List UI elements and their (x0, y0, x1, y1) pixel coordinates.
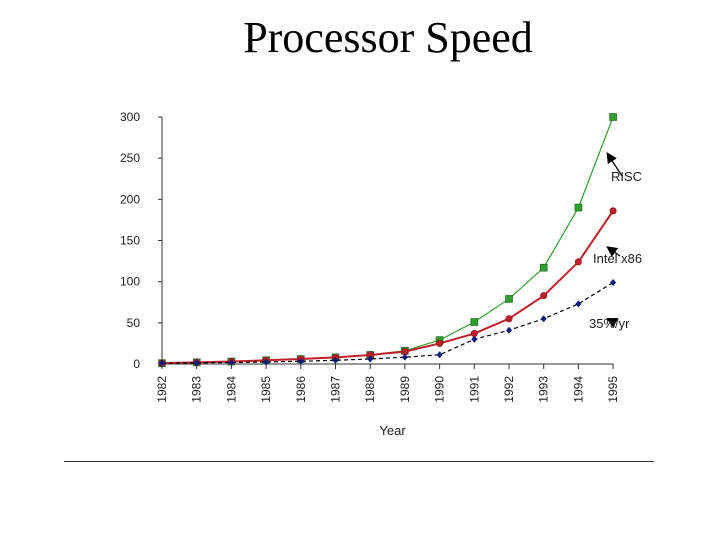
data-point-intel-x86 (609, 207, 617, 215)
data-point-35-yr (297, 357, 304, 365)
x-tick-label: 1982 (155, 376, 169, 403)
data-point-35-yr (228, 359, 235, 367)
data-point-35-yr (610, 278, 617, 286)
x-tick-label: 1989 (398, 376, 412, 403)
x-tick-label: 1991 (467, 376, 481, 403)
data-point-35-yr (332, 356, 339, 364)
data-point-35-yr (436, 351, 443, 359)
annotation-arrow (606, 152, 623, 177)
annotation-layer: RISC Intel x86 35%/yr (589, 152, 642, 331)
annotation-label: RISC (611, 169, 642, 184)
annotation-label: 35%/yr (589, 316, 630, 331)
data-point-35-yr (540, 315, 547, 323)
x-tick-label: 1983 (190, 376, 204, 403)
data-point-risc (574, 203, 583, 212)
data-point-risc (470, 318, 479, 326)
series-line-intel-x86 (161, 210, 614, 365)
data-point-risc (505, 295, 513, 303)
series-layer (158, 113, 617, 367)
data-point-intel-x86 (540, 292, 548, 300)
data-point-35-yr (506, 326, 512, 334)
data-point-35-yr (367, 355, 374, 363)
data-point-35-yr (471, 335, 478, 343)
y-tick-label: 100 (120, 275, 140, 289)
data-point-35-yr (193, 359, 200, 367)
x-tick-label: 1984 (224, 376, 238, 403)
x-tick-label: 1988 (363, 376, 377, 403)
annotation-arrow (606, 246, 621, 257)
x-tick-label: 1993 (537, 376, 551, 403)
page-title: Processor Speed (243, 13, 533, 62)
y-tick-label: 50 (127, 316, 141, 330)
x-tick-label: 1990 (433, 376, 447, 403)
series-line-35-yr (161, 281, 614, 364)
data-point-35-yr (159, 359, 165, 367)
data-point-risc (539, 263, 548, 272)
data-point-intel-x86 (436, 339, 444, 347)
data-point-intel-x86 (470, 330, 478, 338)
x-axis-title: Year (379, 423, 406, 438)
annotation-arrow (606, 317, 619, 328)
data-point-intel-x86 (574, 258, 582, 266)
x-tick-label: 1992 (502, 376, 516, 403)
y-tick-label: 0 (133, 357, 140, 371)
annotation-label: Intel x86 (593, 251, 642, 266)
bottom-divider (64, 461, 654, 462)
x-tick-label: 1985 (259, 376, 273, 403)
y-tick-label: 200 (120, 192, 140, 206)
x-tick-label: 1994 (571, 376, 585, 403)
y-tick-label: 150 (120, 234, 140, 248)
data-point-35-yr (263, 358, 270, 366)
chart-axes: 0 50 100 150 200 250 300 1982 1983 1984 1985 1986 19… (120, 110, 620, 403)
series-line-risc (161, 116, 614, 364)
x-tick-label: 1995 (606, 376, 620, 403)
y-tick-label: 250 (120, 151, 140, 165)
data-point-35-yr (401, 353, 408, 361)
x-tick-label: 1987 (329, 376, 343, 403)
data-point-intel-x86 (505, 315, 513, 323)
y-tick-label: 300 (120, 110, 140, 124)
data-point-35-yr (575, 300, 582, 308)
data-point-risc (609, 113, 617, 121)
x-tick-label: 1986 (294, 376, 308, 403)
